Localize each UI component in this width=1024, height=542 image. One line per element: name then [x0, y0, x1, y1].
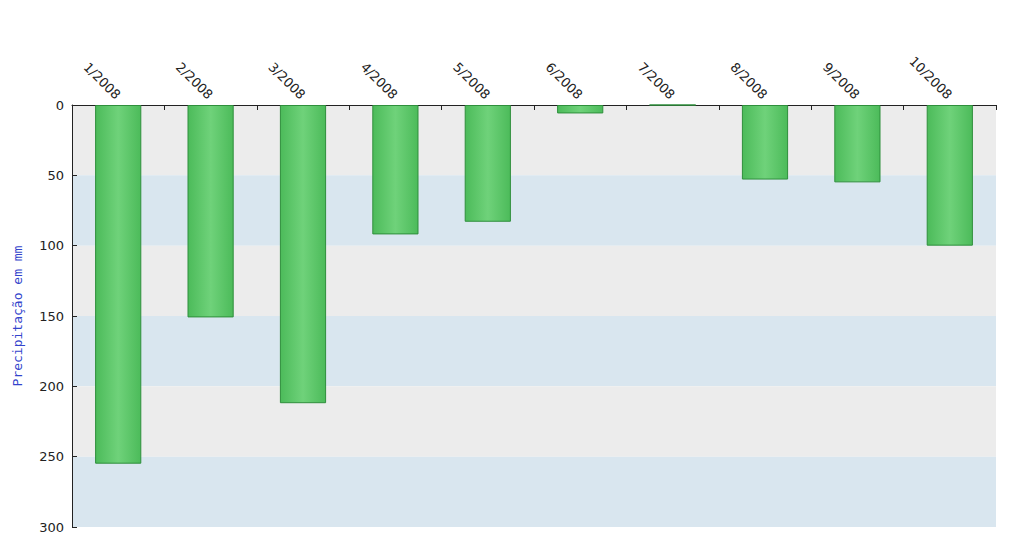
- svg-text:7/2008: 7/2008: [635, 59, 678, 102]
- svg-text:100: 100: [39, 238, 64, 253]
- svg-text:1/2008: 1/2008: [81, 59, 124, 102]
- svg-text:9/2008: 9/2008: [820, 59, 863, 102]
- svg-text:300: 300: [39, 520, 64, 535]
- svg-text:250: 250: [39, 449, 64, 464]
- svg-text:200: 200: [39, 379, 64, 394]
- svg-text:10/2008: 10/2008: [906, 54, 955, 103]
- svg-text:0: 0: [56, 98, 64, 113]
- svg-text:5/2008: 5/2008: [450, 59, 493, 102]
- svg-text:Precipitação em mm: Precipitação em mm: [10, 245, 25, 386]
- svg-text:4/2008: 4/2008: [358, 59, 401, 102]
- svg-text:2/2008: 2/2008: [173, 59, 216, 102]
- svg-text:3/2008: 3/2008: [265, 59, 308, 102]
- svg-text:150: 150: [39, 309, 64, 324]
- svg-text:50: 50: [47, 168, 64, 183]
- svg-text:6/2008: 6/2008: [543, 59, 586, 102]
- svg-text:8/2008: 8/2008: [727, 59, 770, 102]
